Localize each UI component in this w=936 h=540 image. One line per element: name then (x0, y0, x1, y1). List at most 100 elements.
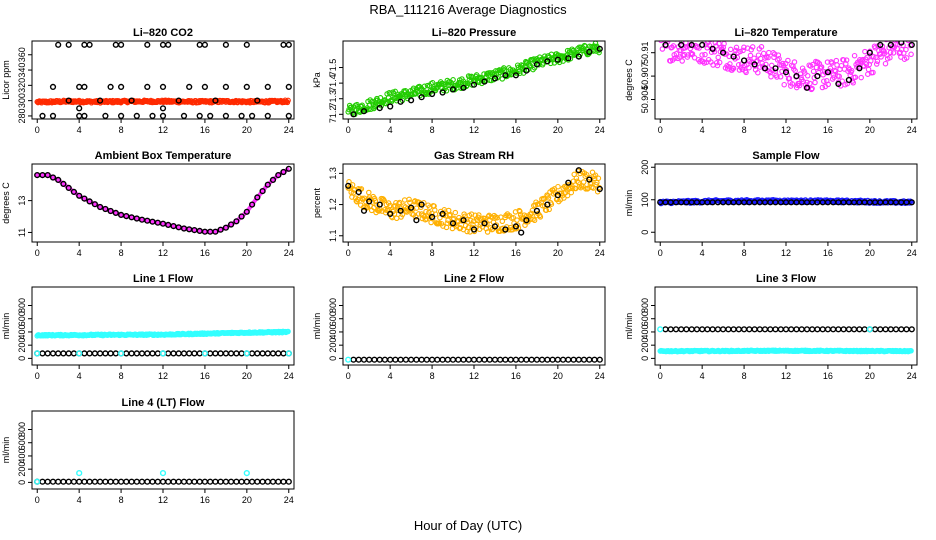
data-point (789, 81, 796, 87)
data-point (494, 214, 500, 221)
data-point (264, 83, 271, 91)
data-point (741, 44, 747, 51)
data-point (702, 41, 705, 42)
data-point (575, 167, 582, 174)
data-point (554, 56, 561, 63)
data-point (793, 326, 800, 333)
x-tick-label: 8 (119, 125, 124, 135)
data-point (144, 83, 151, 91)
data-point (667, 34, 671, 38)
y-tick-label: 50.91 (640, 41, 650, 64)
data-point (908, 348, 914, 354)
data-point (406, 196, 412, 203)
x-tick-label: 20 (242, 125, 252, 135)
data-point (49, 174, 57, 181)
data-point (366, 198, 373, 205)
y-tick-label: 0 (640, 230, 650, 235)
data-point (890, 50, 897, 56)
data-point (437, 214, 443, 221)
data-point (696, 45, 702, 51)
data-point (154, 478, 161, 485)
x-tick-label: 0 (658, 371, 663, 381)
data-point (815, 59, 821, 66)
data-point (749, 44, 756, 50)
y-tick-label: 280 (17, 108, 27, 123)
data-point (264, 181, 271, 188)
data-point (254, 350, 261, 357)
series-avg (662, 41, 915, 91)
data-point (186, 478, 193, 485)
data-point (908, 199, 915, 206)
data-point (429, 213, 436, 221)
data-point (165, 478, 172, 485)
data-point (476, 212, 482, 218)
data-point (107, 207, 114, 215)
data-point (269, 176, 277, 184)
data-point (662, 41, 669, 49)
x-tick-label: 20 (553, 371, 563, 381)
data-point (175, 350, 182, 357)
data-point (470, 356, 478, 363)
data-point (662, 34, 666, 38)
data-point (537, 214, 544, 220)
y-tick-label: 400 (640, 324, 650, 339)
data-point (449, 86, 457, 93)
data-point (447, 211, 453, 218)
data-point (376, 104, 383, 112)
series-zero-cyan (345, 356, 352, 363)
data-point (452, 209, 459, 216)
x-tick-label: 8 (742, 248, 747, 258)
data-point (782, 326, 790, 333)
y-axis-label: ml/min (1, 437, 11, 464)
data-point (821, 78, 827, 84)
x-tick-label: 4 (388, 248, 393, 258)
plot-frame (342, 286, 606, 366)
panel-rh: Gas Stream RH percent 0 4 8 12 16 20 24 1.1 1.2 1.3 (312, 150, 606, 258)
data-point (768, 73, 774, 80)
series-mid (49, 83, 292, 112)
y-tick-label: 600 (17, 435, 27, 450)
data-point (692, 35, 696, 39)
data-point (112, 478, 119, 485)
x-tick-label: 16 (823, 248, 833, 258)
data-point (81, 83, 88, 91)
data-point (238, 350, 245, 357)
data-point (138, 478, 146, 485)
data-point (746, 326, 753, 333)
data-point (159, 41, 167, 48)
x-tick-label: 16 (200, 371, 210, 381)
data-point (756, 326, 763, 333)
series-band (658, 34, 914, 93)
data-point (393, 215, 400, 222)
data-point (804, 79, 810, 86)
data-point (868, 58, 874, 64)
data-point (798, 326, 805, 333)
y-axis-label: ml/min (1, 313, 11, 340)
data-point (144, 478, 151, 485)
data-point (591, 356, 598, 363)
data-point (81, 195, 88, 202)
series-band (35, 167, 290, 234)
data-point (207, 350, 214, 357)
data-point (757, 55, 764, 62)
data-point (423, 216, 430, 222)
y-axis-label: percent (312, 187, 322, 218)
data-point (366, 356, 373, 363)
data-point (716, 59, 723, 66)
data-point (65, 41, 72, 48)
x-tick-label: 24 (907, 371, 917, 381)
data-point (866, 326, 873, 333)
x-tick-label: 20 (865, 371, 875, 381)
data-point (222, 224, 230, 231)
data-point (81, 350, 88, 357)
data-point (824, 69, 832, 76)
data-point (76, 350, 83, 357)
data-point (450, 77, 456, 83)
data-point (573, 175, 580, 181)
y-tick-label: 1.2 (328, 198, 338, 211)
data-point (49, 112, 57, 119)
data-point (345, 356, 352, 363)
data-point (439, 356, 446, 363)
data-point (269, 350, 277, 357)
